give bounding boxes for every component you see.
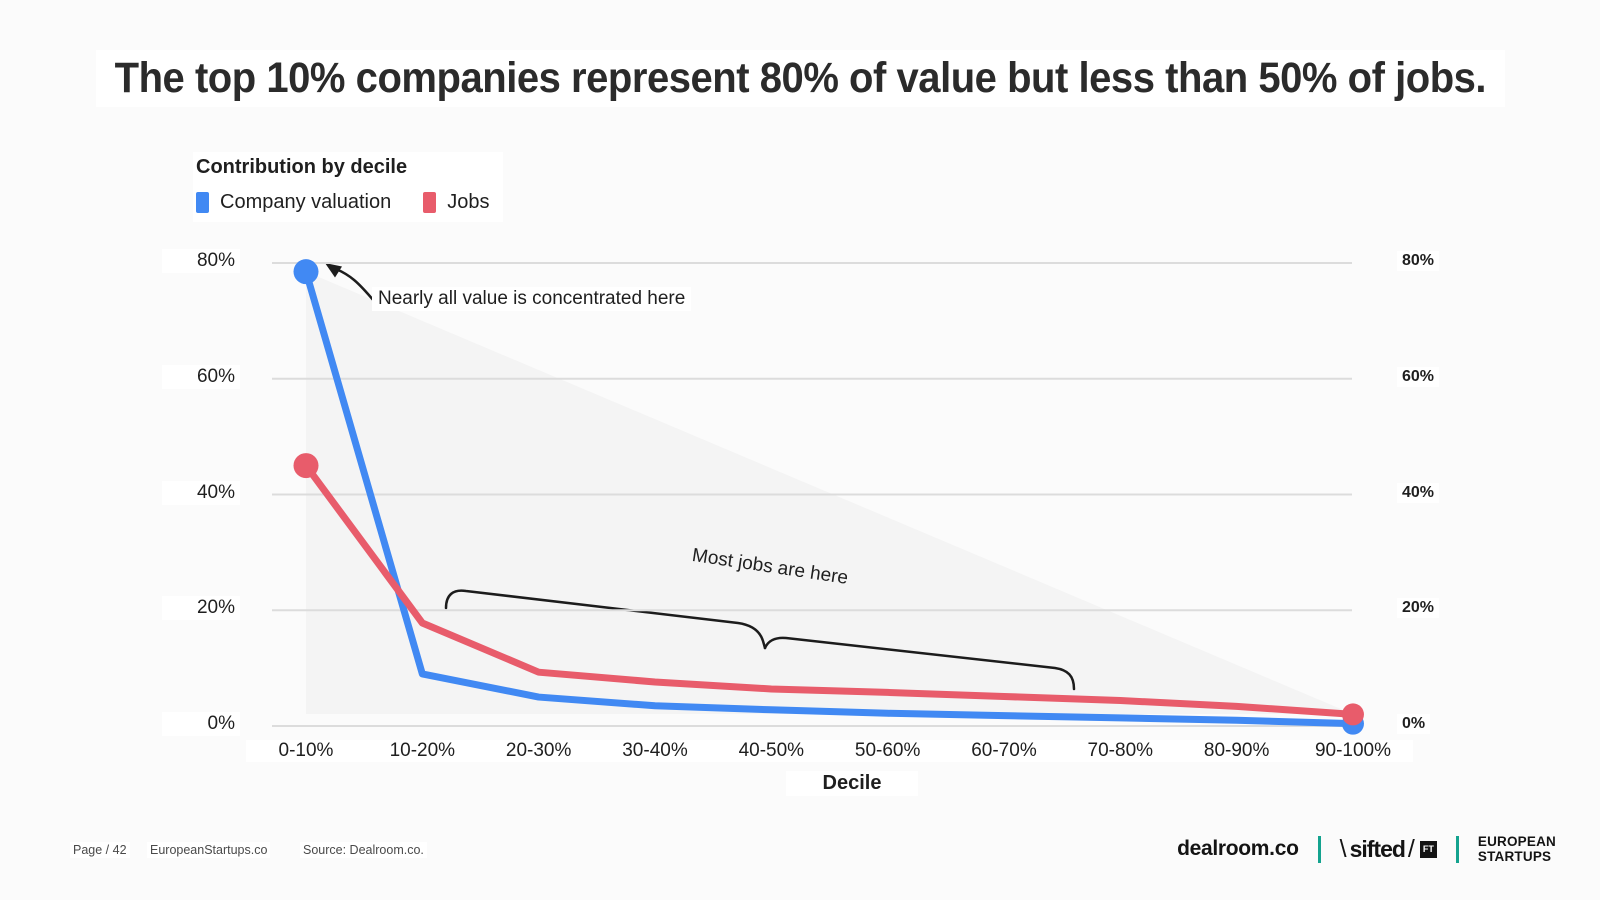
x-axis-tick: 70-80% (1060, 740, 1181, 762)
legend-swatch-icon (196, 192, 209, 213)
y-axis-right-tick: 40% (1397, 482, 1440, 503)
legend-item-label: Company valuation (220, 191, 392, 213)
sifted-backslash: \ (1339, 834, 1347, 863)
series-line-jobs (302, 462, 1357, 718)
legend-heading: Contribution by decile (196, 156, 408, 178)
sifted-wordmark: sifted (1349, 835, 1406, 862)
y-axis-right-tick: 20% (1397, 598, 1440, 619)
annotation-arrow (325, 263, 376, 303)
series-line-valuation (302, 268, 1357, 728)
x-axis-tick: 0-10% (246, 740, 366, 762)
ft-logo: FT (1419, 840, 1437, 858)
y-axis-left-tick: 0% (162, 712, 240, 736)
legend-swatch-icon (423, 192, 437, 213)
annotation-brace (444, 589, 1076, 691)
european-startups-line1: EUROPEAN (1477, 833, 1556, 849)
sifted-logo: \ sifted / FT (1340, 835, 1437, 864)
y-axis-right-tick: 60% (1397, 366, 1440, 387)
divider (1455, 835, 1459, 863)
dealroom-logo: dealroom.co (1177, 837, 1299, 860)
y-axis-right-tick: 0% (1397, 714, 1431, 734)
y-axis-left-tick: 60% (162, 364, 240, 389)
area-shade (306, 272, 1353, 714)
page-title-text: The top 10% companies represent 80% of v… (95, 50, 1505, 107)
european-startups-line2: STARTUPS (1477, 849, 1552, 864)
y-axis-left-tick: 40% (162, 480, 240, 505)
european-startups-logo: EUROPEAN STARTUPS (1478, 834, 1556, 864)
x-axis-tick: 80-90% (1176, 740, 1297, 762)
y-axis-left-tick: 20% (162, 596, 240, 621)
legend-items: Company valuation Jobs (196, 191, 489, 214)
x-axis-tick: 60-70% (943, 740, 1064, 762)
page-number: Page / 42 (70, 842, 130, 858)
data-point-jobs (1341, 703, 1364, 726)
x-axis-tick: 10-20% (362, 740, 483, 762)
data-point-jobs (293, 453, 319, 479)
page-title: The top 10% companies represent 80% of v… (0, 50, 1600, 107)
site-label: EuropeanStartups.co (147, 842, 271, 858)
source-label: Source: Dealroom.co. (300, 842, 427, 858)
legend-item-label: Jobs (447, 191, 490, 213)
x-axis-tick: 30-40% (594, 740, 715, 762)
divider (1317, 835, 1321, 863)
sifted-slash: / (1407, 834, 1415, 863)
chart-legend: Contribution by decile Company valuation… (193, 152, 504, 222)
annotation-value-note: Nearly all value is concentrated here (372, 287, 692, 311)
y-axis-left-tick: 80% (162, 249, 240, 273)
x-axis-title: Decile (786, 771, 918, 796)
x-axis-tick: 50-60% (827, 740, 948, 762)
x-axis-tick: 20-30% (478, 740, 599, 762)
legend-item: Company valuation (196, 191, 391, 214)
data-point-valuation (293, 259, 319, 285)
x-axis-tick: 40-50% (711, 740, 832, 762)
brand-logos: dealroom.co \ sifted / FT EUROPEAN START… (1177, 828, 1556, 870)
legend-item: Jobs (423, 191, 489, 214)
x-axis-tick: 90-100% (1292, 740, 1413, 762)
y-axis-right-tick: 80% (1397, 251, 1440, 271)
